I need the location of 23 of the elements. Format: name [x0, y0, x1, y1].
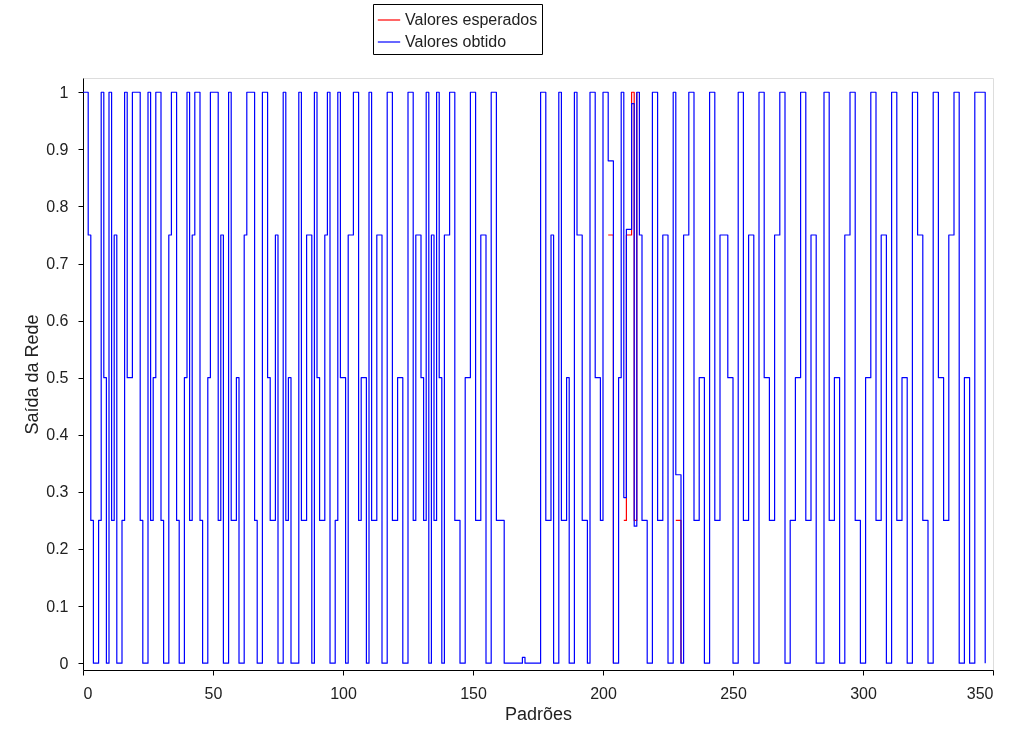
x-tick-label: 350 [966, 684, 994, 702]
y-tick-label: 0.5 [46, 369, 69, 387]
y-tick-label: 0.4 [46, 426, 69, 444]
y-tick-label: 0.9 [46, 140, 69, 158]
y-tick-label: 0.6 [46, 312, 69, 330]
y-tick-label: 0.1 [46, 597, 69, 615]
y-tick-label: 0 [59, 654, 69, 672]
x-tick-label: 300 [850, 684, 877, 702]
y-tick-label: 0.8 [46, 197, 69, 215]
y-tick-label: 0.2 [46, 540, 69, 558]
x-tick-label: 0 [83, 684, 93, 702]
y-tick-label: 1 [59, 83, 69, 101]
legend-label: Valores obtido [405, 33, 507, 50]
x-tick-label: 200 [590, 684, 617, 702]
x-axis-title: Padrões [504, 703, 573, 724]
x-tick-label: 100 [330, 684, 357, 702]
y-tick-label: 0.7 [46, 255, 69, 273]
legend-label: Valores esperados [405, 11, 538, 28]
x-tick-label: 150 [460, 684, 487, 702]
y-tick-label: 0.3 [46, 483, 69, 501]
x-tick-label: 50 [204, 684, 223, 702]
y-axis-title: Saída da Rede [22, 314, 43, 435]
x-tick-label: 250 [720, 684, 747, 702]
